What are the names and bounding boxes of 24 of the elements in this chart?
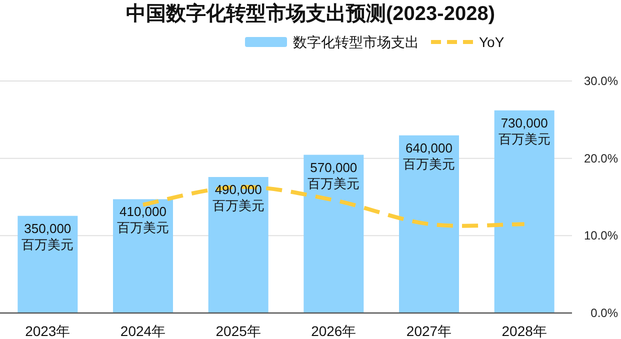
- y2-tick-label: 10.0%: [584, 228, 618, 243]
- data-label: 640,000 百万美元: [403, 140, 455, 172]
- x-tick-label: 2023年: [25, 323, 70, 339]
- bar: [399, 135, 459, 313]
- legend-label: YoY: [479, 34, 505, 50]
- bar: [494, 110, 554, 313]
- x-tick-label: 2024年: [120, 323, 166, 339]
- bar: [18, 216, 78, 313]
- bar: [113, 199, 173, 313]
- bar: [304, 154, 364, 313]
- x-tick-label: 2027年: [406, 323, 452, 339]
- y2-tick-label: 20.0%: [584, 151, 618, 166]
- bar: [208, 176, 268, 313]
- legend-label: 数字化转型市场支出: [293, 34, 419, 50]
- data-label: 410,000 百万美元: [117, 204, 169, 236]
- x-tick-label: 2026年: [311, 323, 356, 339]
- data-label: 350,000 百万美元: [22, 220, 74, 252]
- x-tick-label: 2028年: [502, 323, 547, 339]
- data-label: 570,000 百万美元: [308, 160, 360, 191]
- x-tick-label: 2025年: [216, 323, 261, 339]
- chart-title: 中国数字化转型市场支出预测(2023-2028): [126, 2, 495, 25]
- y2-tick-label: 0.0%: [590, 306, 618, 320]
- y2-tick-label: 30.0%: [584, 74, 618, 88]
- data-label: 730,000 百万美元: [498, 115, 550, 146]
